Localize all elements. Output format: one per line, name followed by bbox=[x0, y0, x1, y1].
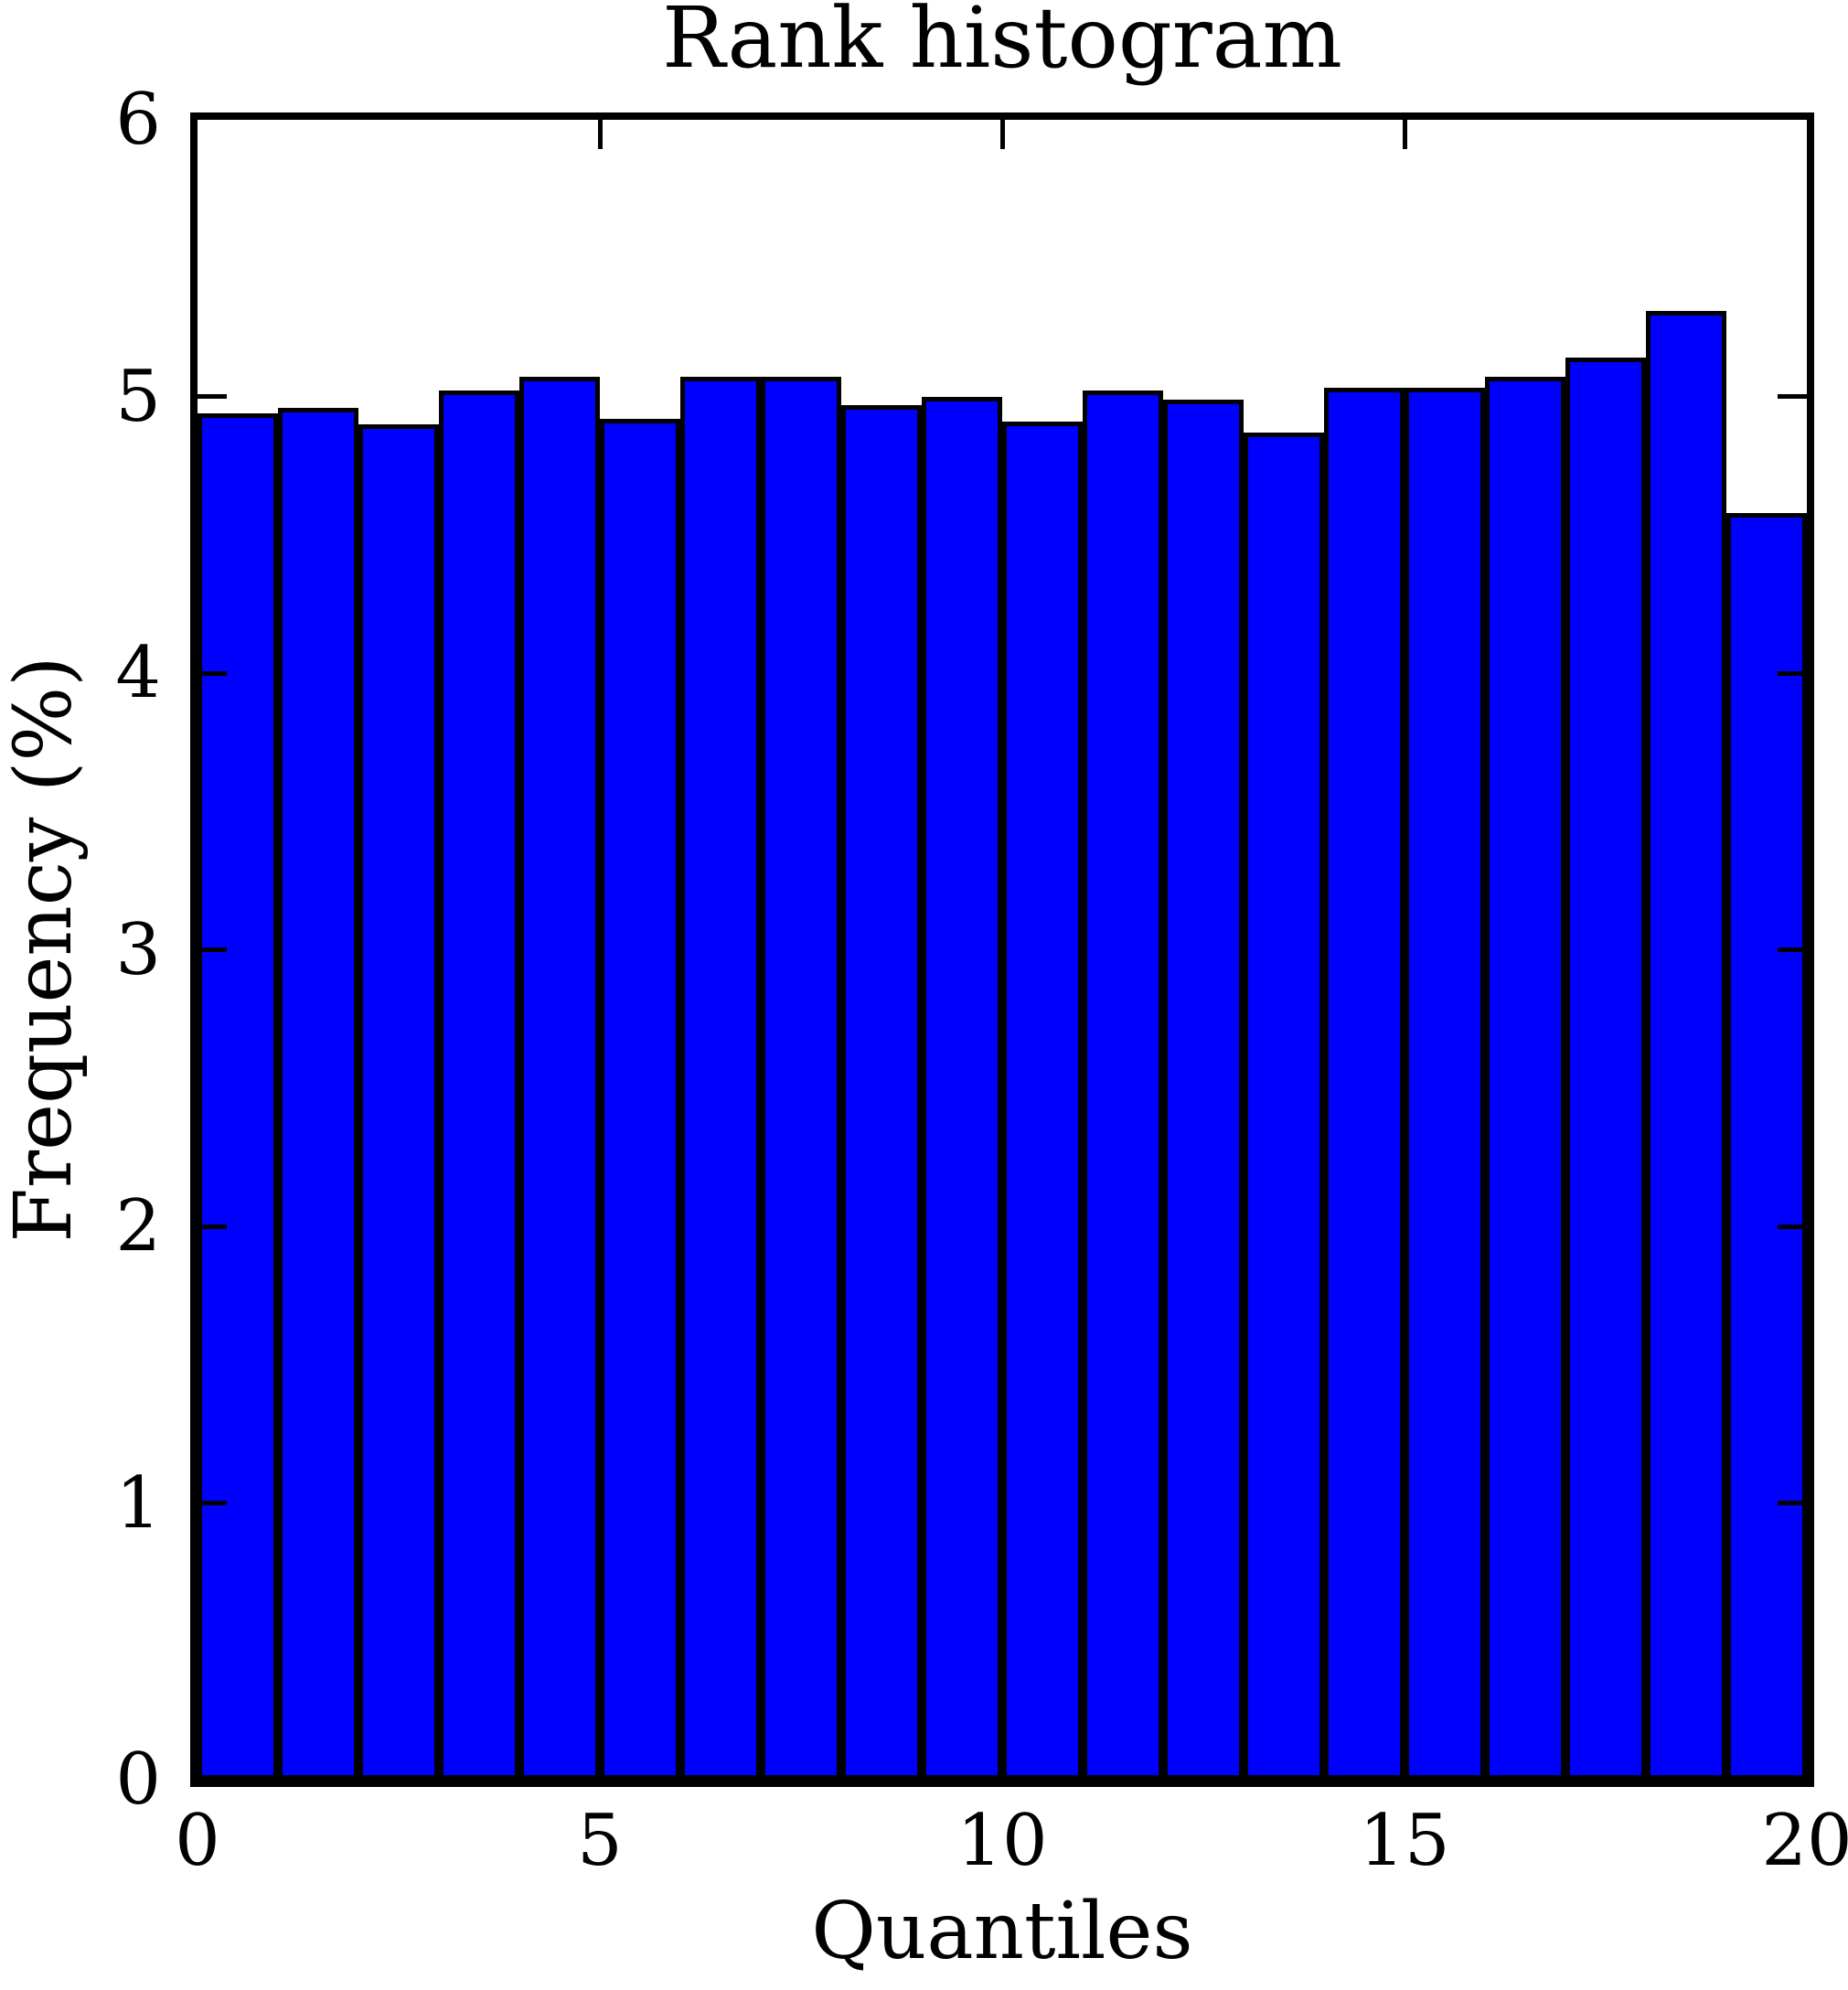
histogram-bar bbox=[198, 412, 278, 1780]
bars-container bbox=[198, 120, 1807, 1780]
axis-tick bbox=[1778, 670, 1807, 676]
histogram-bar bbox=[680, 377, 761, 1780]
axis-tick bbox=[1778, 1224, 1807, 1229]
x-tick-label: 20 bbox=[1761, 1800, 1848, 1882]
histogram-bar bbox=[278, 407, 358, 1780]
y-tick-label: 6 bbox=[115, 79, 161, 161]
histogram-bar bbox=[841, 404, 922, 1780]
axis-tick bbox=[1778, 394, 1807, 399]
histogram-bar bbox=[1163, 399, 1244, 1780]
axis-tick bbox=[198, 1501, 227, 1505]
x-tick-label: 10 bbox=[956, 1800, 1048, 1882]
axis-tick bbox=[1402, 120, 1407, 149]
y-tick-label: 1 bbox=[115, 1461, 161, 1545]
chart-title: Rank histogram bbox=[662, 0, 1342, 87]
y-tick-label: 0 bbox=[115, 1739, 161, 1821]
histogram-bar bbox=[358, 423, 439, 1780]
histogram-bar bbox=[1405, 388, 1485, 1780]
histogram-bar bbox=[1726, 512, 1807, 1780]
histogram-bar bbox=[1646, 310, 1726, 1780]
histogram-bar bbox=[1244, 432, 1324, 1780]
axis-tick bbox=[198, 394, 227, 399]
y-tick-label: 2 bbox=[115, 1185, 161, 1268]
x-tick-label: 0 bbox=[175, 1800, 220, 1882]
histogram-bar bbox=[922, 396, 1002, 1780]
histogram-bar bbox=[1083, 391, 1163, 1780]
axis-tick bbox=[198, 670, 227, 676]
plot-area bbox=[190, 112, 1814, 1787]
x-axis-label: Quantiles bbox=[811, 1886, 1193, 1977]
histogram-bar bbox=[1002, 421, 1083, 1780]
histogram-bar bbox=[1485, 377, 1565, 1780]
y-tick-label: 4 bbox=[115, 632, 161, 714]
axis-tick bbox=[198, 947, 227, 952]
histogram-bar bbox=[1565, 358, 1646, 1780]
x-tick-label: 15 bbox=[1359, 1800, 1450, 1882]
x-tick-label: 5 bbox=[577, 1800, 623, 1882]
axis-tick bbox=[1778, 947, 1807, 952]
axis-tick bbox=[198, 1224, 227, 1229]
histogram-bar bbox=[600, 418, 680, 1780]
axis-tick bbox=[1778, 1501, 1807, 1505]
histogram-bar bbox=[761, 377, 841, 1780]
histogram-bar bbox=[1324, 388, 1405, 1780]
y-tick-label: 5 bbox=[115, 355, 161, 438]
axis-tick bbox=[999, 120, 1005, 149]
histogram-bar bbox=[439, 391, 519, 1780]
histogram-bar bbox=[519, 377, 600, 1780]
y-tick-label: 3 bbox=[115, 908, 161, 991]
axis-tick bbox=[597, 120, 603, 149]
